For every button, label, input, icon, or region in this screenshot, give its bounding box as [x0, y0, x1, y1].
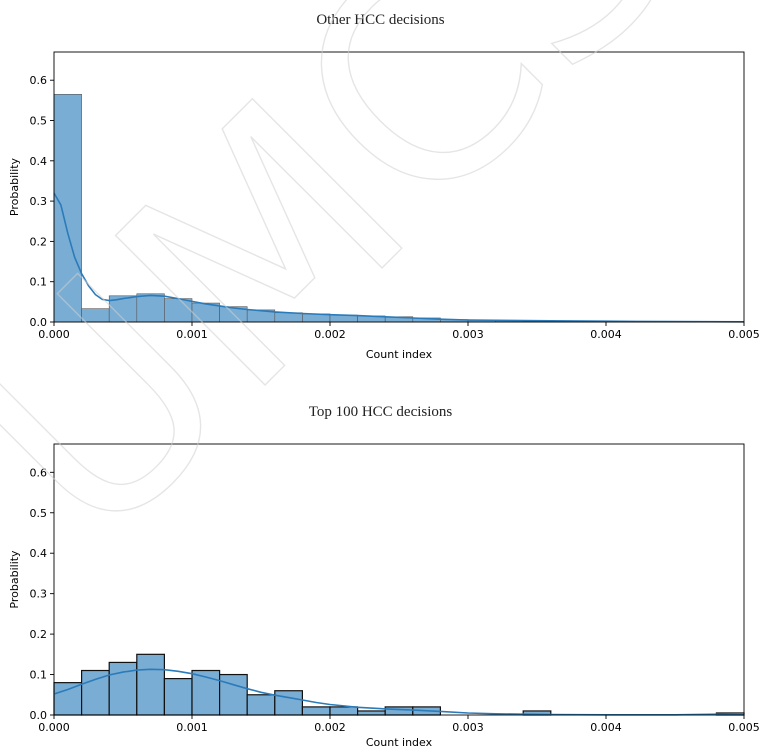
x-tick-label: 0.004	[590, 721, 622, 734]
y-tick-label: 0.0	[30, 709, 48, 722]
y-tick-label: 0.5	[30, 507, 48, 520]
x-tick-label: 0.003	[452, 721, 484, 734]
y-tick-label: 0.6	[30, 74, 48, 87]
x-tick-label: 0.005	[728, 721, 760, 734]
histogram-bar	[246, 694, 276, 716]
histogram-bar	[136, 653, 166, 716]
x-tick-label: 0.002	[314, 721, 346, 734]
x-tick-label: 0.004	[590, 328, 622, 341]
y-tick-label: 0.4	[30, 547, 48, 560]
x-tick-label: 0.005	[728, 328, 760, 341]
histogram-bar	[80, 669, 110, 716]
chart-title-1: Other HCC decisions	[316, 12, 445, 28]
x-axis-label: Count index	[366, 348, 433, 361]
y-tick-label: 0.1	[30, 669, 48, 682]
plot-frame	[53, 51, 745, 323]
histogram-bar	[329, 706, 359, 716]
y-tick-label: 0.3	[30, 195, 48, 208]
y-tick-label: 0.2	[30, 628, 48, 641]
kde-line	[53, 668, 745, 716]
plot-frame	[53, 443, 745, 716]
histogram-chart-1: 0.000 0.001 0.002 0.003 0.004 0.005 0.0 0.1 0.2 0…	[8, 51, 760, 361]
histogram-bar	[163, 677, 193, 716]
y-tick-label: 0.4	[30, 155, 48, 168]
x-tick-label: 0.001	[176, 721, 208, 734]
histogram-bar	[53, 682, 83, 716]
x-tick-label: 0.000	[38, 328, 70, 341]
histogram-bar	[301, 706, 331, 716]
histogram-bar	[274, 690, 303, 716]
histogram-bar	[274, 312, 303, 323]
histogram-bar	[191, 669, 221, 716]
y-axis-label: Probability	[8, 157, 21, 216]
histogram-bar	[81, 308, 110, 323]
histogram-bar	[219, 673, 248, 716]
x-axis-label: Count index	[366, 736, 433, 749]
histogram-bar	[357, 710, 386, 716]
chart-title-2: Top 100 HCC decisions	[308, 404, 453, 420]
histogram-bar	[136, 293, 165, 323]
y-tick-label: 0.3	[30, 588, 48, 601]
y-tick-label: 0.1	[30, 276, 48, 289]
histogram-bar	[384, 706, 414, 716]
histogram-bar	[164, 298, 193, 323]
histogram-bar	[53, 94, 82, 323]
y-axis-label: Probability	[8, 550, 21, 609]
x-tick-label: 0.000	[38, 721, 70, 734]
x-tick-label: 0.003	[452, 328, 484, 341]
y-tick-label: 0.2	[30, 235, 48, 248]
x-tick-label: 0.002	[314, 328, 346, 341]
y-tick-label: 0.0	[30, 316, 48, 329]
y-tick-label: 0.5	[30, 115, 48, 128]
histogram-chart-2: 0.000 0.001 0.002 0.003 0.004 0.005 0.0 0.1 0.2 0…	[8, 443, 760, 749]
kde-line	[53, 192, 745, 323]
x-tick-label: 0.001	[176, 328, 208, 341]
y-tick-label: 0.6	[30, 466, 48, 479]
